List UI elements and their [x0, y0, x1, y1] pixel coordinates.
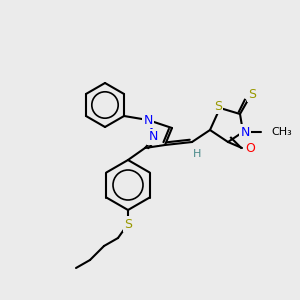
Text: H: H: [193, 149, 201, 159]
Text: O: O: [245, 142, 255, 154]
Text: N: N: [148, 130, 158, 143]
Text: CH₃: CH₃: [271, 127, 292, 137]
Text: N: N: [240, 125, 250, 139]
Text: S: S: [124, 218, 132, 230]
Text: N: N: [143, 113, 153, 127]
Text: S: S: [214, 100, 222, 112]
Text: S: S: [248, 88, 256, 100]
